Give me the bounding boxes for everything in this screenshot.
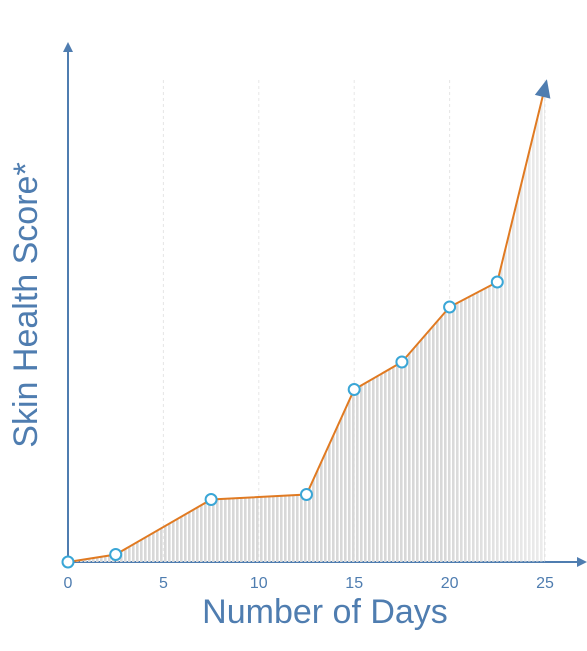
- line-arrowhead: [534, 79, 551, 99]
- area-group: [68, 87, 545, 562]
- x-axis-title: Number of Days: [202, 593, 448, 631]
- point: [347, 383, 361, 396]
- point: [61, 555, 75, 569]
- y-axis-arrow: [63, 42, 73, 52]
- point: [204, 493, 218, 506]
- point: [109, 548, 123, 561]
- x-tick-label: 25: [536, 575, 554, 592]
- point: [395, 355, 409, 369]
- point: [443, 300, 457, 314]
- point: [300, 488, 313, 501]
- x-tick-label: 5: [159, 575, 168, 592]
- area: [68, 87, 545, 562]
- x-tick-label: 0: [64, 575, 73, 592]
- x-tick-label: 15: [345, 575, 363, 592]
- x-tick-label: 10: [250, 575, 268, 592]
- x-tick-label: 20: [441, 575, 459, 592]
- y-axis-title: Skin Health Score*: [7, 162, 45, 447]
- x-axis-arrow: [577, 557, 587, 567]
- point: [490, 275, 504, 289]
